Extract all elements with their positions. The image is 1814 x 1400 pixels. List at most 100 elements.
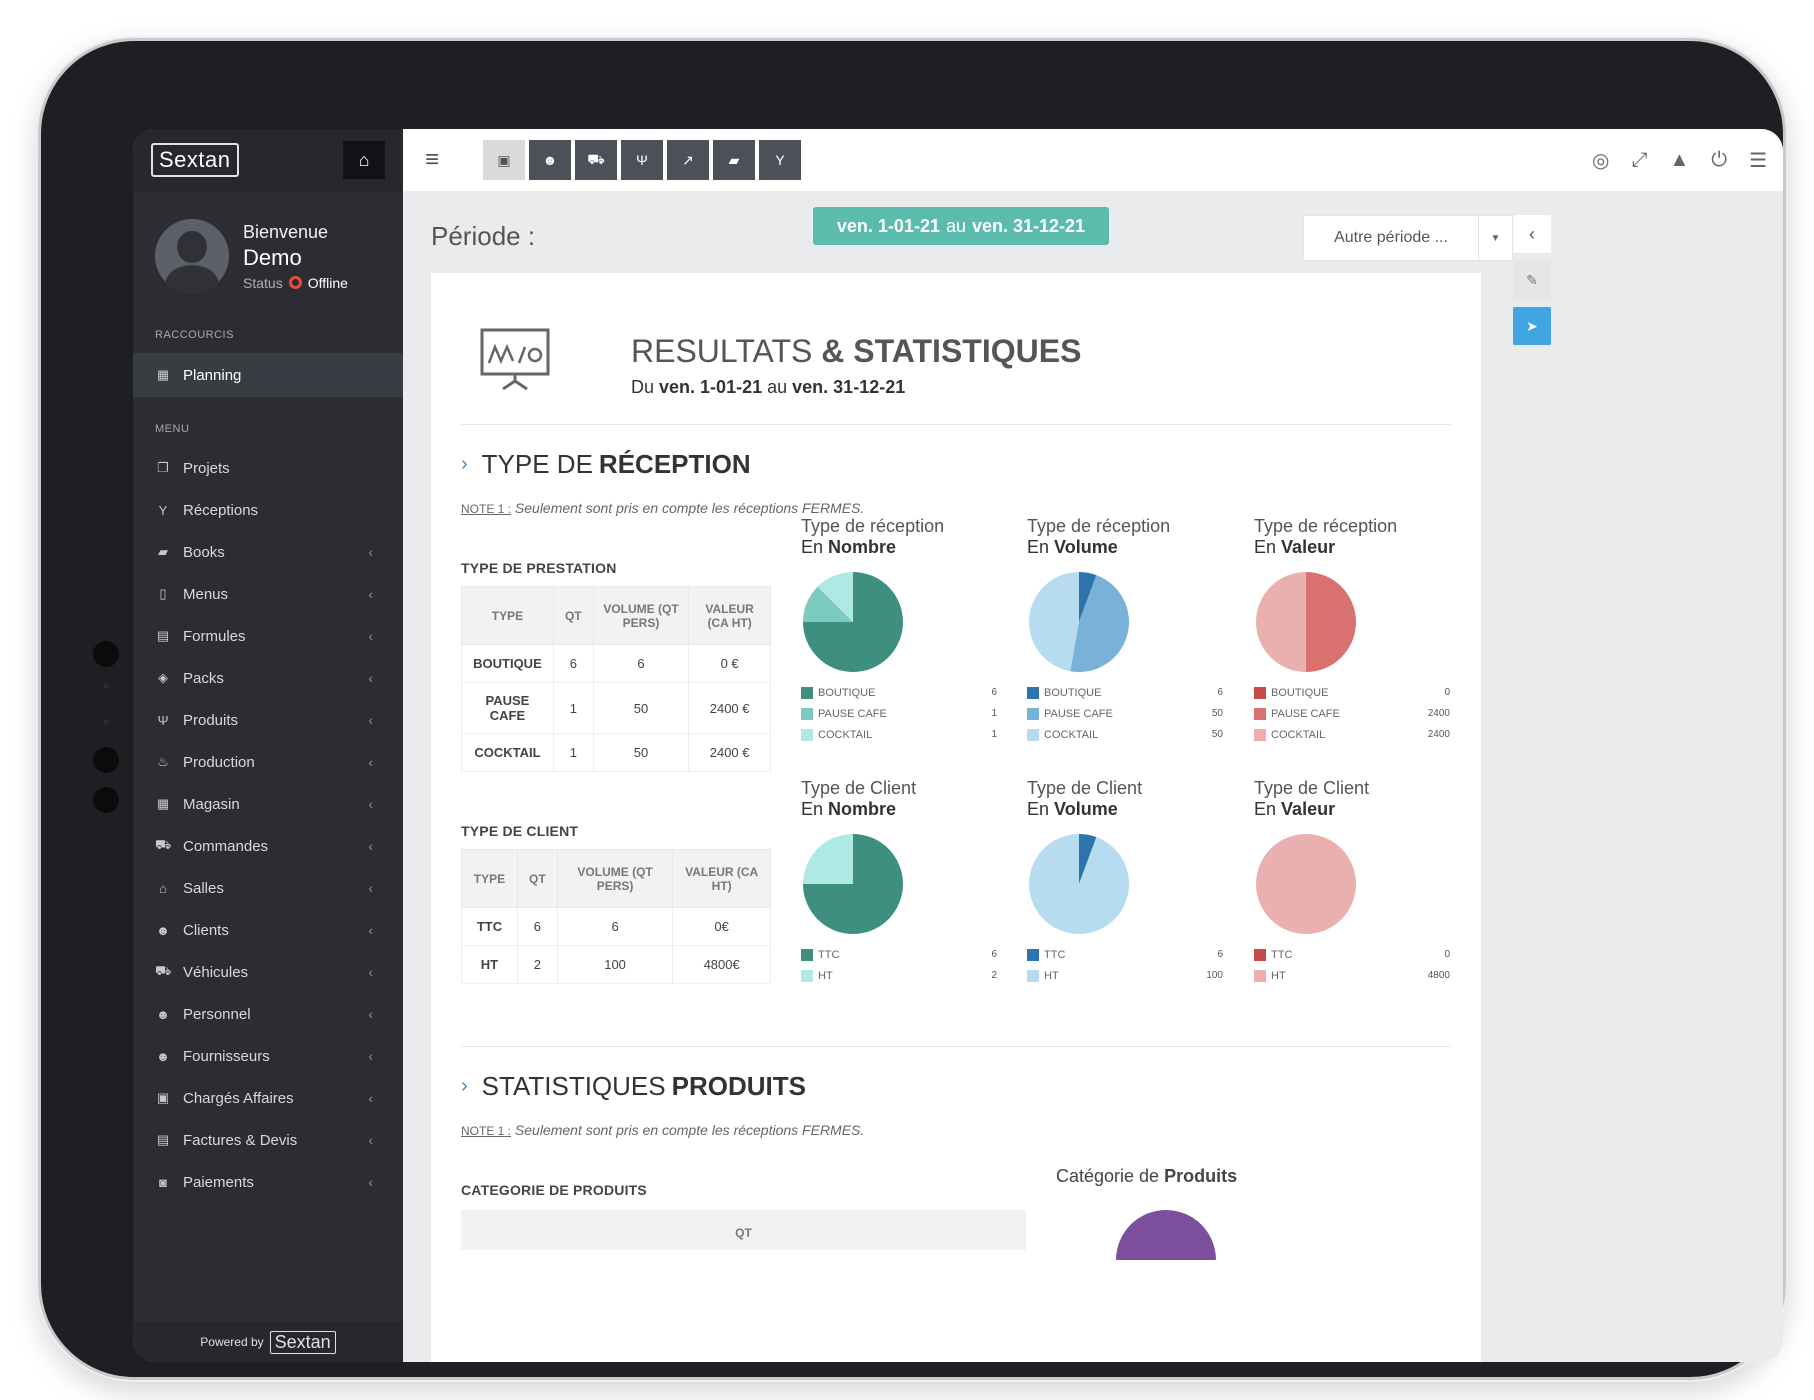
section-title-light: TYPE DE — [481, 449, 593, 479]
sidebar-item-label: Formules — [183, 627, 246, 645]
sidebar-item-charg-s-affaires[interactable]: ▣ Chargés Affaires ‹ — [133, 1077, 403, 1119]
pie-slice-cocktail[interactable] — [1029, 572, 1079, 672]
pie-caption-bold: Nombre — [828, 537, 897, 557]
pie-caption-bold: Volume — [1054, 799, 1118, 819]
pie-slice-boutique[interactable] — [1079, 572, 1097, 622]
pie-caption-bold: Volume — [1054, 537, 1118, 557]
pie-slice-pause-cafe[interactable] — [1070, 575, 1129, 672]
legend-value: 0 — [1444, 687, 1450, 698]
pie-slice-pause-cafe[interactable] — [1306, 572, 1356, 672]
expand-icon[interactable]: ⤢ — [1631, 148, 1648, 171]
toolbar-briefcase-button[interactable]: ▣ — [483, 140, 525, 180]
toolbar-users-button[interactable]: ☻ — [529, 140, 571, 180]
cart-icon: ⛟ — [155, 837, 172, 852]
sidebar-item-projets[interactable]: ❐ Projets — [133, 447, 403, 489]
toolbar-cutlery-button[interactable]: Ψ — [621, 140, 663, 180]
brand-logo[interactable]: Sextan — [151, 143, 239, 177]
sidebar-item-salles[interactable]: ⌂ Salles ‹ — [133, 867, 403, 909]
pie-slice-ht[interactable] — [1029, 834, 1129, 934]
pie-slice-cocktail[interactable] — [1256, 572, 1306, 672]
collapse-panel-button[interactable]: ‹ — [1513, 215, 1551, 253]
pie-caption-prefix: En — [1254, 537, 1277, 557]
toolbar-book-button[interactable]: ▰ — [713, 140, 755, 180]
category-caption-bold: Produits — [1164, 1166, 1238, 1186]
sidebar: Sextan ⌂ Bienvenue Demo Status Offline R… — [133, 129, 403, 1362]
chevron-left-icon: ‹ — [368, 1048, 373, 1064]
legend-item: PAUSE CAFE 50 — [1027, 703, 1223, 724]
client-title: TYPE DE CLIENT — [461, 823, 579, 839]
top-right-actions: ◎ ⤢ ▲ ⏻ ☰ — [1592, 148, 1783, 173]
sidebar-item-personnel[interactable]: ☻ Personnel ‹ — [133, 993, 403, 1035]
pie-slice-pause-cafe[interactable] — [803, 586, 853, 622]
pie-slice-ttc[interactable] — [1079, 834, 1097, 884]
sidebar-item-label: Personnel — [183, 1005, 251, 1023]
send-button[interactable]: ➤ — [1513, 307, 1551, 345]
caret-down-icon: ▼ — [1478, 216, 1512, 260]
powered-by-text: Powered by — [200, 1335, 264, 1349]
power-icon[interactable]: ⏻ — [1711, 148, 1728, 171]
sidebar-item-production[interactable]: ♨ Production ‹ — [133, 741, 403, 783]
pie-slice-cocktail[interactable] — [817, 572, 853, 622]
pie-slice-ht[interactable] — [1256, 834, 1356, 934]
sidebar-item-label: Réceptions — [183, 501, 259, 519]
user-list-icon[interactable]: ☰ — [1749, 149, 1767, 172]
legend-item: PAUSE CAFE 1 — [801, 703, 997, 724]
pie-caption-measure: En Nombre — [801, 537, 1001, 558]
edit-button[interactable]: ✎ — [1513, 261, 1551, 299]
sidebar-item-v-hicules[interactable]: ⛟ Véhicules ‹ — [133, 951, 403, 993]
sidebar-item-commandes[interactable]: ⛟ Commandes ‹ — [133, 825, 403, 867]
sensor-dot — [103, 719, 109, 725]
lock-icon[interactable]: ▲ — [1669, 148, 1690, 171]
chevron-left-icon: ‹ — [368, 754, 373, 770]
chevron-left-icon: ‹ — [368, 1132, 373, 1148]
help-icon[interactable]: ◎ — [1591, 149, 1610, 172]
chevron-left-icon: ‹ — [368, 964, 373, 980]
legend-swatch — [801, 969, 813, 982]
column-header: QT — [552, 586, 594, 645]
note-text: Seulement sont pris en compte les récept… — [514, 500, 865, 516]
pie-caption-prefix: En — [1254, 799, 1277, 819]
pie-chart-block: Type de réception En Valeur BOUTIQUE 0 PAUSE… — [1254, 516, 1454, 756]
sidebar-item-label: Produits — [183, 711, 239, 729]
sidebar-item-fournisseurs[interactable]: ☻ Fournisseurs ‹ — [133, 1035, 403, 1077]
brand-logo-text: Sextan — [159, 147, 231, 172]
toolbar-truck-button[interactable]: ⛟ — [575, 140, 617, 180]
reception-note: NOTE 1 : Seulement sont pris en compte l… — [461, 500, 1451, 516]
pie-slice-ht[interactable] — [803, 834, 853, 884]
powered-brand-logo: Sextan — [269, 1330, 336, 1354]
sidebar-item-label: Clients — [183, 921, 229, 939]
legend-value: 50 — [1211, 729, 1223, 740]
sidebar-item-r-ceptions[interactable]: Y Réceptions — [133, 489, 403, 531]
menu-heading: MENU — [155, 423, 190, 435]
invoice-icon: ▤ — [156, 1132, 170, 1147]
section-title-reception[interactable]: › TYPE DE RÉCEPTION — [461, 449, 1451, 480]
legend-label: BOUTIQUE — [818, 686, 876, 699]
section-title-products[interactable]: › STATISTIQUES PRODUITS — [461, 1071, 1451, 1102]
sidebar-item-books[interactable]: ▰ Books ‹ — [133, 531, 403, 573]
sidebar-item-formules[interactable]: ▤ Formules ‹ — [133, 615, 403, 657]
sidebar-item-menus[interactable]: ▯ Menus ‹ — [133, 573, 403, 615]
presentation-board-icon — [480, 328, 550, 391]
table-cell: 6 — [592, 644, 690, 683]
chevron-right-icon: › — [461, 1075, 468, 1097]
home-icon: ⌂ — [358, 149, 370, 170]
pie-caption-measure: En Valeur — [1254, 537, 1454, 558]
home-button[interactable]: ⌂ — [343, 141, 385, 179]
column-header: VOLUME (QT PERS) — [592, 586, 690, 645]
sidebar-item-magasin[interactable]: ▦ Magasin ‹ — [133, 783, 403, 825]
shortcut-planning[interactable]: ▦ Planning — [133, 353, 403, 397]
other-period-dropdown[interactable]: Autre période ... ▼ — [1303, 215, 1513, 261]
sidebar-item-clients[interactable]: ☻ Clients ‹ — [133, 909, 403, 951]
sidebar-item-packs[interactable]: ◈ Packs ‹ — [133, 657, 403, 699]
category-chart-caption: Catégorie de Produits — [1056, 1166, 1237, 1187]
camera-lens — [93, 641, 119, 667]
sidebar-item-paiements[interactable]: ◙ Paiements ‹ — [133, 1161, 403, 1203]
sidebar-item-produits[interactable]: Ψ Produits ‹ — [133, 699, 403, 741]
table-cell: 100 — [556, 945, 674, 984]
sidebar-item-factures-devis[interactable]: ▤ Factures & Devis ‹ — [133, 1119, 403, 1161]
sidebar-item-label: Factures & Devis — [183, 1131, 298, 1149]
toolbar-chart-button[interactable]: ↗ — [667, 140, 709, 180]
briefcase-icon: ▣ — [156, 1090, 170, 1105]
toolbar-glass-button[interactable]: Y — [759, 140, 801, 180]
hamburger-menu-icon[interactable]: ≡ — [425, 146, 440, 173]
